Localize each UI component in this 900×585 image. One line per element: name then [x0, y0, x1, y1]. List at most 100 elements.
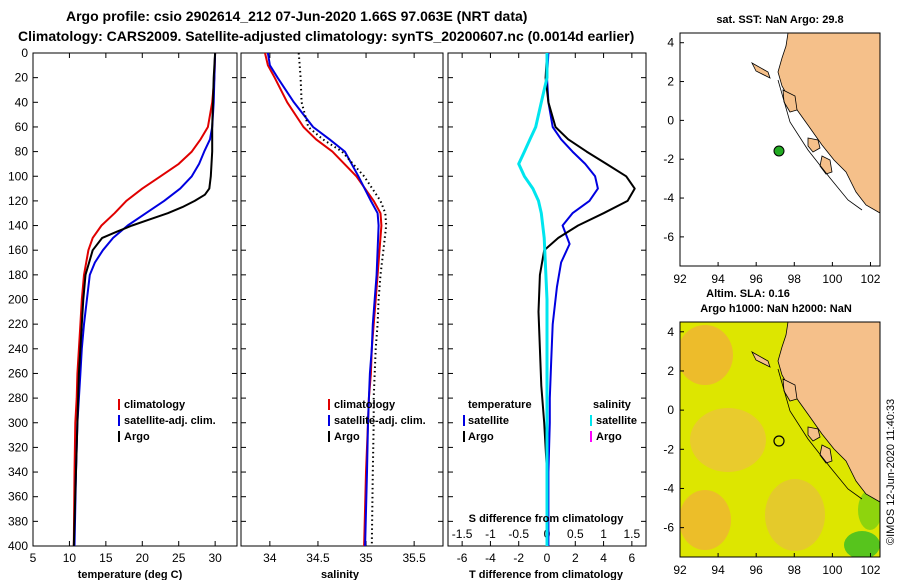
map-lat-label: -4 [663, 191, 674, 205]
legend-heading-temperature: temperature [468, 399, 532, 411]
map2-island-simeulue [751, 351, 771, 368]
x2-tick-label: -1.5 [452, 527, 473, 541]
legend-label-temp-argo: Argo [468, 431, 494, 443]
salinity-series-line-satellite [266, 53, 380, 546]
map-lat-label: 2 [667, 75, 674, 89]
map-lon-label: 98 [788, 563, 802, 577]
x-tick-label: 0 [544, 551, 551, 565]
depth-tick-label: 380 [8, 514, 28, 528]
depth-tick-label: 280 [8, 391, 28, 405]
legend-swatch-satellite [118, 415, 120, 426]
salinity-axis: 34 34.5 35 35.5 [241, 52, 443, 565]
depth-tick-label: 240 [8, 342, 28, 356]
depth-tick-label: 100 [8, 169, 28, 183]
map2-island-siberut [807, 426, 821, 442]
x-tick-label: 20 [136, 551, 150, 565]
depth-tick-label: 160 [8, 243, 28, 257]
legend-heading-salinity: salinity [593, 399, 632, 411]
sst-map [680, 33, 880, 266]
difference-xlabel: T difference from climatology [469, 569, 624, 580]
depth-tick-label: 20 [15, 71, 29, 85]
x-tick-label: 15 [99, 551, 113, 565]
map-lon-label: 94 [711, 272, 725, 286]
x-tick-label: 35 [359, 551, 373, 565]
salinity-panel-frame [240, 52, 444, 547]
temperature-xlabel: temperature (deg C) [78, 569, 183, 580]
map1-island-siberut [807, 137, 821, 153]
temperature-panel-frame [32, 52, 238, 547]
depth-tick-label: 320 [8, 440, 28, 454]
map2-sumatra-land [777, 322, 880, 503]
difference-series-line-argo [537, 53, 636, 546]
map-lon-label: 96 [750, 563, 764, 577]
map1-axis: 92 94 96 98 100 102 4 2 0 -2 -4 -6 [663, 36, 880, 286]
x2-tick-label: -0.5 [508, 527, 529, 541]
depth-tick-label: 120 [8, 194, 28, 208]
x-tick-label: 34.5 [306, 551, 330, 565]
map-lat-label: -2 [663, 152, 674, 166]
map2-title-line-2: Argo h1000: NaN h2000: NaN [700, 303, 852, 315]
depth-tick-label: 0 [21, 46, 28, 60]
depth-tick-label: 40 [15, 95, 29, 109]
title-line-1: Argo profile: csio 2902614_212 07-Jun-20… [66, 8, 527, 24]
legend-label-climatology: climatology [124, 399, 186, 411]
depth-tick-label: 300 [8, 416, 28, 430]
difference-series-line-satellite [546, 53, 599, 546]
legend-swatch-satellite [328, 415, 330, 426]
temperature-legend: climatology satellite-adj. clim. Argo [118, 399, 216, 443]
salinity-xlabel: salinity [321, 569, 360, 580]
map-lon-label: 92 [673, 563, 687, 577]
depth-tick-label: 60 [15, 120, 29, 134]
salinity-series-line-climatology [264, 53, 383, 546]
x-tick-label: 34 [263, 551, 277, 565]
depth-tick-label: 220 [8, 317, 28, 331]
map1-argo-station-marker [773, 145, 785, 157]
x-tick-label: 5 [30, 551, 37, 565]
map2-axis: 92 94 96 98 100 102 4 2 0 -2 -4 -6 [663, 325, 880, 577]
difference-x2label: S difference from climatology [469, 513, 625, 525]
map2-title-line-1: Altim. SLA: 0.16 [706, 288, 790, 300]
difference-axis: -6 -4 -2 0 2 4 6-1.5 -1 -0.5 0 0.5 1 1.5 [448, 52, 646, 565]
temperature-series [72, 53, 217, 546]
map-lat-label: -6 [663, 230, 674, 244]
legend-swatch-sal-argo [590, 431, 592, 442]
title-line-2: Climatology: CARS2009. Satellite-adjuste… [18, 28, 634, 44]
sla-map [680, 322, 880, 557]
x-tick-label: 30 [208, 551, 222, 565]
map1-frame [679, 32, 881, 267]
salinity-series-line-argo [297, 53, 388, 546]
map-lon-label: 102 [860, 563, 880, 577]
map-lon-label: 100 [822, 272, 842, 286]
x-tick-label: 4 [600, 551, 607, 565]
map1-bathymetry-contour [777, 79, 863, 211]
depth-tick-label: 80 [15, 145, 29, 159]
map2-bathymetry-contour [777, 368, 863, 500]
depth-tick-label: 360 [8, 490, 28, 504]
x-tick-label: 35.5 [402, 551, 426, 565]
legend-label-sal-argo: Argo [596, 431, 622, 443]
map-lat-label: 0 [667, 403, 674, 417]
temperature-series-line-satellite [73, 53, 217, 546]
depth-tick-label: 340 [8, 465, 28, 479]
map-lon-label: 92 [673, 272, 687, 286]
map-lat-label: 4 [667, 325, 674, 339]
difference-series-line-satellite_salinity [517, 53, 549, 546]
legend-swatch-temp-satellite [463, 415, 465, 426]
x-tick-label: 2 [572, 551, 579, 565]
map-lat-label: 4 [667, 36, 674, 50]
legend-label-sal-satellite: satellite [596, 415, 637, 427]
legend-swatch-argo [118, 431, 120, 442]
map-lon-label: 96 [750, 272, 764, 286]
x2-tick-label: -1 [485, 527, 496, 541]
legend-swatch-temp-argo [463, 431, 465, 442]
map-lon-label: 102 [860, 272, 880, 286]
legend-label-argo: Argo [334, 431, 360, 443]
map2-sla-low-patch [858, 490, 880, 530]
temperature-series-line-climatology [72, 53, 217, 546]
map2-sla-high-patch [690, 408, 766, 472]
map1-island-simeulue [751, 62, 771, 79]
temperature-series-line-argo [72, 53, 217, 546]
depth-tick-label: 200 [8, 293, 28, 307]
legend-swatch-climatology [328, 399, 330, 410]
